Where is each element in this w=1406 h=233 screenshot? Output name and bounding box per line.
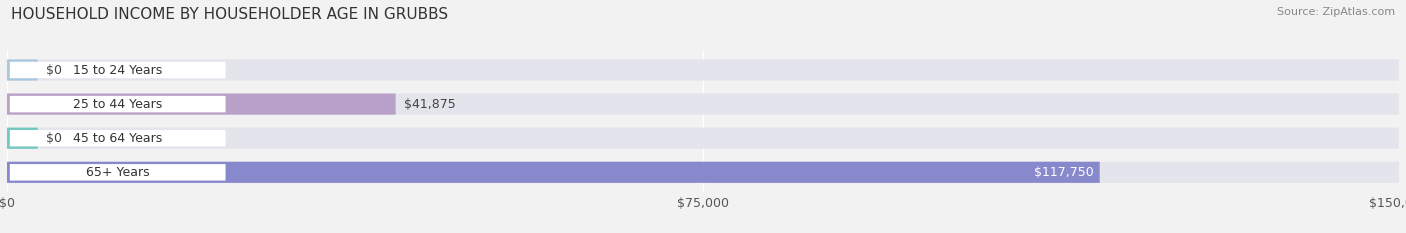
FancyBboxPatch shape <box>7 93 395 115</box>
Text: $0: $0 <box>46 132 62 145</box>
Text: 25 to 44 Years: 25 to 44 Years <box>73 98 162 111</box>
Text: Source: ZipAtlas.com: Source: ZipAtlas.com <box>1277 7 1395 17</box>
Text: $0: $0 <box>46 64 62 76</box>
FancyBboxPatch shape <box>7 128 38 149</box>
FancyBboxPatch shape <box>7 93 1399 115</box>
FancyBboxPatch shape <box>7 162 1399 183</box>
FancyBboxPatch shape <box>10 96 225 112</box>
Text: 15 to 24 Years: 15 to 24 Years <box>73 64 162 76</box>
FancyBboxPatch shape <box>10 62 225 78</box>
Text: $41,875: $41,875 <box>404 98 456 111</box>
FancyBboxPatch shape <box>10 130 225 147</box>
FancyBboxPatch shape <box>7 128 1399 149</box>
FancyBboxPatch shape <box>7 59 38 81</box>
FancyBboxPatch shape <box>7 59 1399 81</box>
Text: 65+ Years: 65+ Years <box>86 166 149 179</box>
FancyBboxPatch shape <box>7 162 1099 183</box>
Text: $117,750: $117,750 <box>1035 166 1094 179</box>
Text: HOUSEHOLD INCOME BY HOUSEHOLDER AGE IN GRUBBS: HOUSEHOLD INCOME BY HOUSEHOLDER AGE IN G… <box>11 7 449 22</box>
FancyBboxPatch shape <box>10 164 225 181</box>
Text: 45 to 64 Years: 45 to 64 Years <box>73 132 162 145</box>
